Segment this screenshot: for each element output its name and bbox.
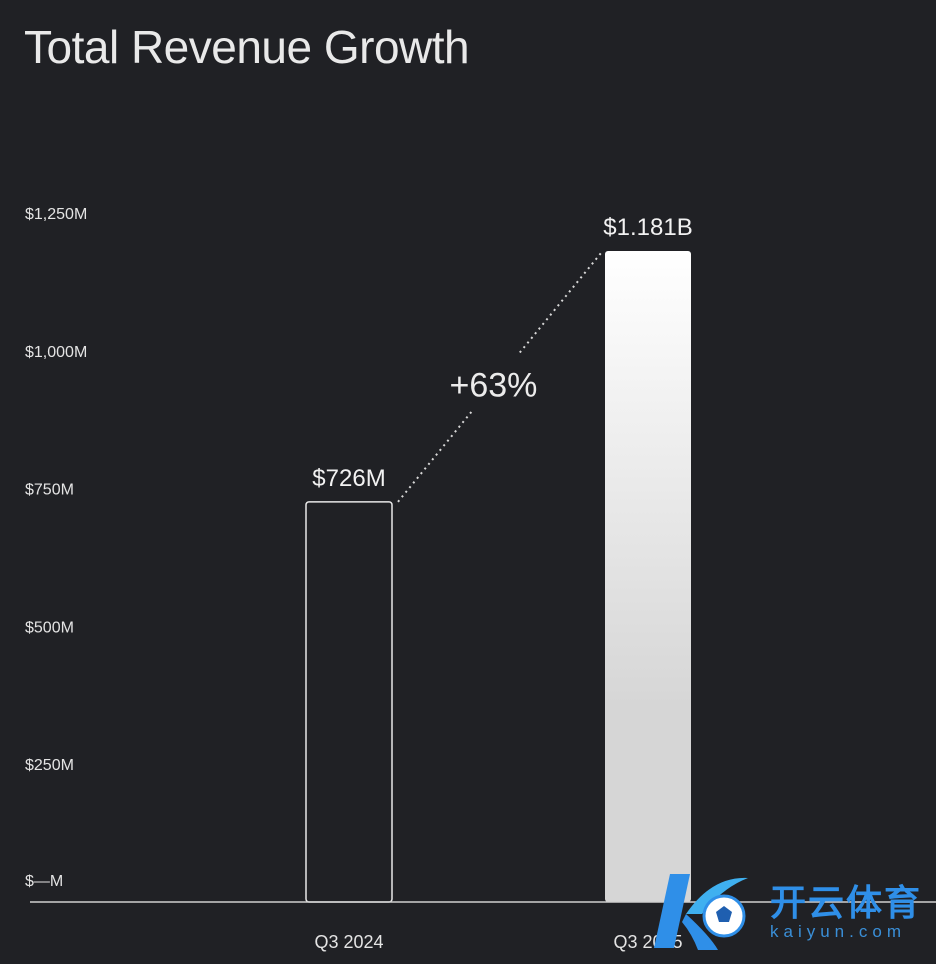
y-tick-label: $1,250M bbox=[25, 206, 87, 223]
y-tick-label: $—M bbox=[25, 873, 63, 890]
watermark-subtext: kaiyun.com bbox=[770, 922, 906, 941]
watermark-text: 开云体育 bbox=[770, 882, 923, 923]
x-category-label: Q3 2024 bbox=[314, 932, 383, 952]
x-axis-labels: Q3 2024 Q3 2025 bbox=[314, 932, 682, 952]
growth-annotation: +63% bbox=[449, 366, 537, 404]
bar-value-label: $726M bbox=[312, 465, 385, 492]
bar-value-label: $1.181B bbox=[603, 214, 692, 241]
bar bbox=[305, 501, 393, 903]
y-axis-ticks: $—M $250M $500M $750M $1,000M $1,250M bbox=[25, 206, 87, 890]
k-logo-icon bbox=[654, 874, 748, 950]
watermark-logo: 开云体育 kaiyun.com bbox=[652, 866, 928, 956]
connector-segment bbox=[397, 409, 474, 503]
y-tick-label: $500M bbox=[25, 619, 74, 636]
bars: $726M $1.181B bbox=[305, 214, 693, 903]
y-tick-label: $250M bbox=[25, 757, 74, 774]
connector-segment bbox=[519, 252, 602, 354]
y-tick-label: $750M bbox=[25, 482, 74, 499]
growth-connector: +63% bbox=[397, 252, 602, 503]
bar bbox=[605, 251, 691, 902]
chart-title: Total Revenue Growth bbox=[24, 21, 470, 73]
y-tick-label: $1,000M bbox=[25, 344, 87, 361]
